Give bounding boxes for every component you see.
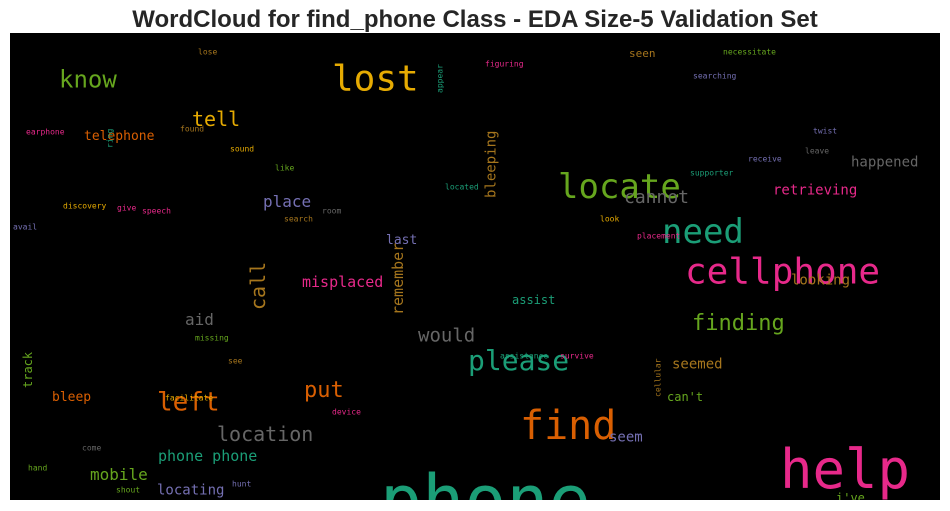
word-sound: sound xyxy=(230,145,254,154)
word-necessitate: necessitate xyxy=(723,48,776,57)
word-room: room xyxy=(322,207,341,216)
word-seen: seen xyxy=(629,47,656,60)
word-put: put xyxy=(304,378,344,403)
word-locate: locate xyxy=(558,167,681,207)
word-remember: remember xyxy=(389,243,407,315)
word-assist: assist xyxy=(512,293,555,307)
word-lost: lost xyxy=(332,59,419,100)
word-call: call xyxy=(246,262,270,310)
word-would: would xyxy=(418,325,475,347)
word-give: give xyxy=(117,204,136,213)
word-receive: receive xyxy=(748,155,782,164)
word-avail: avail xyxy=(13,223,37,232)
word-discovery: discovery xyxy=(63,202,107,211)
word-bleep: bleep xyxy=(52,390,91,405)
word-lose: lose xyxy=(198,48,217,57)
word-seemed: seemed xyxy=(672,357,723,373)
word-retrieving: retrieving xyxy=(773,183,857,199)
word-device: device xyxy=(332,408,361,417)
word-looking: looking xyxy=(791,273,850,289)
word-earphone: earphone xyxy=(26,128,65,137)
word-assistance: assistance xyxy=(500,352,548,361)
word-phone: phone xyxy=(380,460,591,500)
word-leave: leave xyxy=(805,147,829,156)
word-hand: hand xyxy=(28,464,47,473)
word-bleeping: bleeping xyxy=(484,131,500,198)
word-cellular: cellular xyxy=(654,358,663,397)
word-see: see xyxy=(228,357,243,366)
word-cellphone: cellphone xyxy=(685,252,880,293)
word-placement: placement xyxy=(637,232,681,241)
word-supporter: supporter xyxy=(690,169,734,178)
word-finding: finding xyxy=(692,311,785,336)
word-phone-phone: phone phone xyxy=(158,447,257,465)
wordcloud-canvas: phone help find lost cellphone locate need plea… xyxy=(10,33,940,500)
word-place: place xyxy=(263,192,311,211)
word-facilitate: facilitate xyxy=(165,394,213,403)
word-shout: shout xyxy=(116,486,140,495)
word-know: know xyxy=(59,66,117,94)
word-seem: seem xyxy=(609,430,643,446)
word-can-t: can't xyxy=(667,390,703,404)
word-searching: searching xyxy=(693,72,737,81)
word-find: find xyxy=(520,403,616,449)
word-twist: twist xyxy=(813,127,837,136)
word-ring: ring xyxy=(106,129,115,148)
word-figuring: figuring xyxy=(485,60,524,69)
word-location: location xyxy=(217,422,313,446)
word-found: found xyxy=(180,125,204,134)
word-located: located xyxy=(445,183,479,192)
word-please: please xyxy=(468,344,569,377)
word-hunt: hunt xyxy=(232,480,251,489)
wordcloud-svg: phone help find lost cellphone locate need plea… xyxy=(13,47,918,500)
word-track: track xyxy=(21,351,35,388)
word-survive: survive xyxy=(560,352,594,361)
word-missing: missing xyxy=(195,334,229,343)
word-speech: speech xyxy=(142,207,171,216)
word-i-ve: i've xyxy=(836,491,865,500)
word-cannot: cannot xyxy=(624,187,689,208)
word-search: search xyxy=(284,215,313,224)
word-mobile: mobile xyxy=(90,465,148,484)
word-happened: happened xyxy=(851,155,918,171)
word-appear: appear xyxy=(436,64,445,93)
word-locating: locating xyxy=(157,483,224,499)
word-look: look xyxy=(600,215,619,224)
word-need: need xyxy=(662,212,744,252)
word-aid: aid xyxy=(185,310,214,329)
word-tell: tell xyxy=(192,107,240,131)
word-left: left xyxy=(157,387,220,417)
word-help: help xyxy=(780,438,910,500)
word-telephone: telephone xyxy=(84,129,155,144)
chart-title: WordCloud for find_phone Class - EDA Siz… xyxy=(132,6,818,33)
word-misplaced: misplaced xyxy=(302,273,383,291)
word-last: last xyxy=(386,233,417,248)
word-like: like xyxy=(275,164,294,173)
word-come: come xyxy=(82,444,101,453)
